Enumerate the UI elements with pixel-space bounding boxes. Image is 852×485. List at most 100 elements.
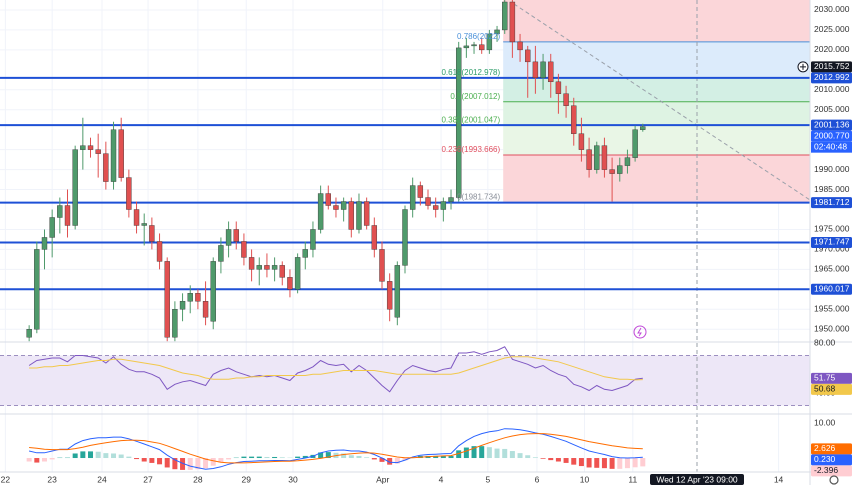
- histogram-bar: [578, 458, 584, 467]
- level-label: 2012.992: [814, 72, 850, 82]
- candle-body: [333, 205, 339, 210]
- candle-body: [110, 129, 117, 182]
- last-price-label: 2000.770: [814, 130, 850, 140]
- candle-body: [425, 197, 431, 206]
- y-tick-label: 1955.000: [814, 304, 850, 314]
- candle-body: [202, 301, 209, 318]
- histogram-bar: [141, 458, 147, 462]
- candle-body: [49, 217, 55, 238]
- histogram-bar: [364, 457, 370, 459]
- histogram-bar: [387, 458, 393, 465]
- fib-label: 0.5(2007.012): [450, 92, 500, 101]
- candle-body: [363, 201, 370, 226]
- candle-body: [402, 209, 408, 266]
- last-price-label-extra-bg: [811, 141, 852, 153]
- histogram-bar: [433, 455, 439, 459]
- x-tick-label: 23: [47, 474, 57, 484]
- candle-body: [409, 185, 416, 210]
- candle-body: [310, 229, 316, 250]
- candle-body: [271, 265, 278, 270]
- histogram-bar: [118, 454, 124, 459]
- y-tick-label: 10.00: [814, 417, 836, 427]
- indicator-value-label-bg: [811, 454, 852, 466]
- labels-layer: 22 23 24 27 28 29 30 Apr 4 5 6 10 11 14 2030.000 2025.0…: [1, 4, 852, 484]
- candle-body: [26, 329, 32, 338]
- fib-zone: [503, 0, 810, 42]
- histogram-bar: [448, 455, 454, 459]
- histogram-bar: [256, 456, 262, 459]
- indicator-value-label: 2.626: [814, 443, 836, 453]
- fib-layer: [0, 0, 810, 406]
- candle-body: [64, 205, 71, 226]
- histogram-bar: [203, 458, 209, 469]
- alert-icon[interactable]: [633, 325, 647, 339]
- histogram-bar: [479, 446, 485, 459]
- candle-body: [348, 201, 355, 230]
- histogram-bar: [571, 458, 577, 465]
- fib-zone: [503, 77, 810, 102]
- histogram-bar: [540, 458, 546, 459]
- candle-body: [57, 205, 63, 218]
- histogram-bar: [371, 458, 377, 460]
- histogram-bar: [463, 447, 469, 459]
- histogram-bar: [302, 455, 308, 459]
- histogram-bar: [164, 458, 170, 468]
- candle-body: [448, 197, 454, 202]
- histogram-bar: [210, 458, 216, 466]
- candle-body: [479, 44, 485, 51]
- y-tick-label: 2025.000: [814, 24, 850, 34]
- histogram-bar: [601, 458, 607, 469]
- histogram-bar: [180, 458, 186, 470]
- histogram-bar: [471, 446, 477, 459]
- candle-body: [340, 201, 347, 210]
- indicator-value-label: 0.230: [814, 454, 836, 464]
- candle-body: [72, 149, 78, 226]
- histogram-bar: [264, 456, 270, 459]
- histogram-value-label-bg: [811, 465, 852, 477]
- histogram-bar: [195, 458, 201, 470]
- x-tick-label: 5: [485, 474, 490, 484]
- candle-body: [210, 261, 216, 322]
- x-tick-label: Apr: [376, 474, 389, 484]
- cursor-price-label: 2015.752: [814, 61, 850, 71]
- candle-body: [548, 61, 554, 83]
- histogram-bar: [226, 458, 232, 460]
- candle-body: [118, 129, 124, 178]
- indicator-value-label: 50.68: [814, 384, 836, 394]
- candle-body: [455, 47, 462, 198]
- histogram-bar: [103, 453, 109, 459]
- add-level-plus: [800, 63, 806, 70]
- indicator-value-label-bg: [811, 443, 852, 455]
- candle-body: [241, 241, 247, 258]
- histogram-bar: [187, 458, 193, 470]
- histogram-bar: [218, 458, 224, 463]
- candle-body: [218, 245, 224, 262]
- x-tick-label: 24: [97, 474, 107, 484]
- level-label: 1960.017: [814, 284, 850, 294]
- candle-body: [149, 225, 155, 242]
- candle-body: [432, 205, 439, 210]
- histogram-bar: [134, 458, 140, 460]
- histogram-bar: [295, 456, 301, 459]
- histogram-bar: [95, 451, 101, 459]
- settings-icon[interactable]: [829, 475, 839, 485]
- candle-body: [586, 149, 592, 170]
- rsi-band: [0, 355, 810, 406]
- candle-body: [156, 241, 163, 262]
- fib-label: 0(1981.734): [457, 193, 500, 202]
- indicator-value-label-bg: [811, 383, 852, 395]
- fib-label: 0.382(2001.047): [441, 116, 500, 125]
- histogram-bar: [348, 455, 354, 459]
- candle-body: [571, 105, 577, 134]
- last-price-label-extra: 02:40:48: [814, 141, 847, 151]
- histogram-bar: [325, 452, 331, 459]
- fib-zone: [503, 125, 810, 155]
- x-tick-label: 14: [774, 474, 784, 484]
- candle-body: [294, 257, 301, 290]
- time-label-bg: [650, 474, 744, 485]
- level-label: 1981.712: [814, 197, 850, 207]
- candle-body: [640, 126, 646, 130]
- histogram-bar: [624, 458, 630, 469]
- indicator-value-label-bg: [811, 372, 852, 384]
